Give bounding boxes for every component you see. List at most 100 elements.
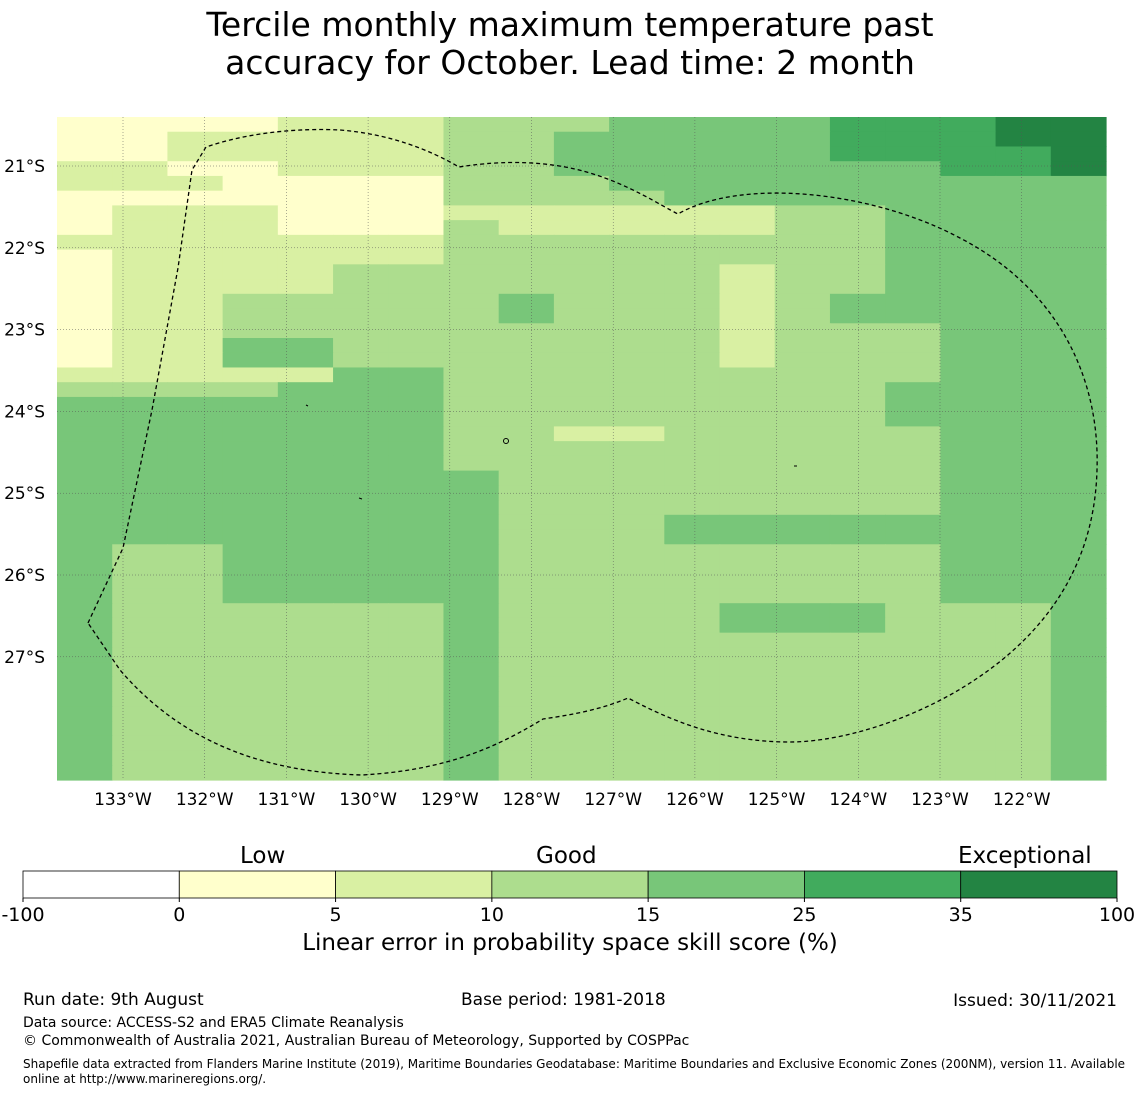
grid-cell [553,338,610,354]
grid-cell [167,426,224,442]
grid-cell [57,234,113,251]
grid-cell [57,220,113,236]
category-good-label: Good [536,843,597,869]
grid-cell [1050,190,1107,206]
grid-cell [222,765,279,781]
grid-cell [609,234,665,251]
grid-cell [388,544,445,560]
grid-cell [112,308,169,324]
grid-cell [498,455,555,472]
grid-cell [443,293,500,310]
grid-cell [664,588,721,604]
grid-cell [167,264,224,280]
grid-cell [829,264,886,280]
grid-cell [664,308,721,324]
grid-cell [57,264,113,280]
grid-cell [498,529,555,545]
grid-cell [553,411,610,427]
grid-cell [1050,234,1107,251]
grid-cell [885,735,941,752]
grid-cell [222,529,279,545]
grid-cell [498,632,555,648]
grid-cell [333,544,389,560]
grid-cell [388,161,445,177]
grid-cell [995,411,1052,427]
grid-cell [885,765,941,781]
grid-cell [443,514,500,531]
grid-cell [333,234,389,251]
grid-cell [664,647,721,663]
grid-cell [774,573,831,590]
grid-cell [664,676,721,693]
grid-cell [553,323,610,339]
grid-cell [112,117,169,133]
grid-cell [829,441,886,457]
grid-cell [995,647,1052,663]
grid-cell [940,529,997,545]
grid-cell [885,485,941,501]
grid-cell [277,234,334,251]
grid-cell [498,765,555,781]
grid-cell [388,352,445,369]
grid-cell [388,190,445,206]
grid-cell [277,632,334,648]
grid-cell [553,220,610,236]
grid-cell [885,323,941,339]
grid-cell [940,603,997,619]
grid-cell [167,647,224,663]
grid-cell [167,308,224,324]
grid-cell [443,117,500,133]
grid-cell [57,706,113,722]
eez-boundary [87,128,1098,776]
grid-cell [277,190,334,206]
grid-cell [57,588,113,604]
grid-cell [222,146,279,162]
grid-cell [885,559,941,575]
grid-cell [222,706,279,722]
grid-cell [995,514,1052,531]
grid-cell [388,249,445,265]
grid-cell [995,721,1052,737]
grid-cell [443,411,500,427]
grid-cell [1050,367,1107,383]
grid-cell [333,588,389,604]
grid-cell [277,220,334,236]
grid-cell [222,338,279,354]
grid-cell [829,529,886,545]
grid-cell [553,382,610,398]
latitude-label: 21°S [4,157,45,177]
grid-cell [167,441,224,457]
grid-cell [443,691,500,707]
grid-cell [57,352,113,369]
chart-title-line-2: accuracy for October. Lead time: 2 month [225,43,915,82]
longitude-label: 128°W [503,790,561,810]
grid-cell [829,735,886,752]
grid-cell [1050,647,1107,663]
grid-cell [553,721,610,737]
grid-cell [498,234,555,251]
grid-cell [609,721,665,737]
grid-cell [940,117,997,133]
grid-cell [167,676,224,693]
grid-cell [774,338,831,354]
grid-cell [940,426,997,442]
grid-cell [995,544,1052,560]
grid-cell [1050,249,1107,265]
grid-cell [112,647,169,663]
grid-cell [112,264,169,280]
grid-cell [553,485,610,501]
grid-cell [774,500,831,516]
grid-cell [222,293,279,310]
grid-cell [829,323,886,339]
grid-cell [829,234,886,251]
grid-cell [498,190,555,206]
grid-cell [995,352,1052,369]
grid-cell [443,249,500,265]
grid-cell [774,352,831,369]
grid-cell [112,441,169,457]
grid-cell [222,676,279,693]
grid-cell [1050,676,1107,693]
grid-cell [885,632,941,648]
grid-cell [112,367,169,383]
grid-cell [388,632,445,648]
